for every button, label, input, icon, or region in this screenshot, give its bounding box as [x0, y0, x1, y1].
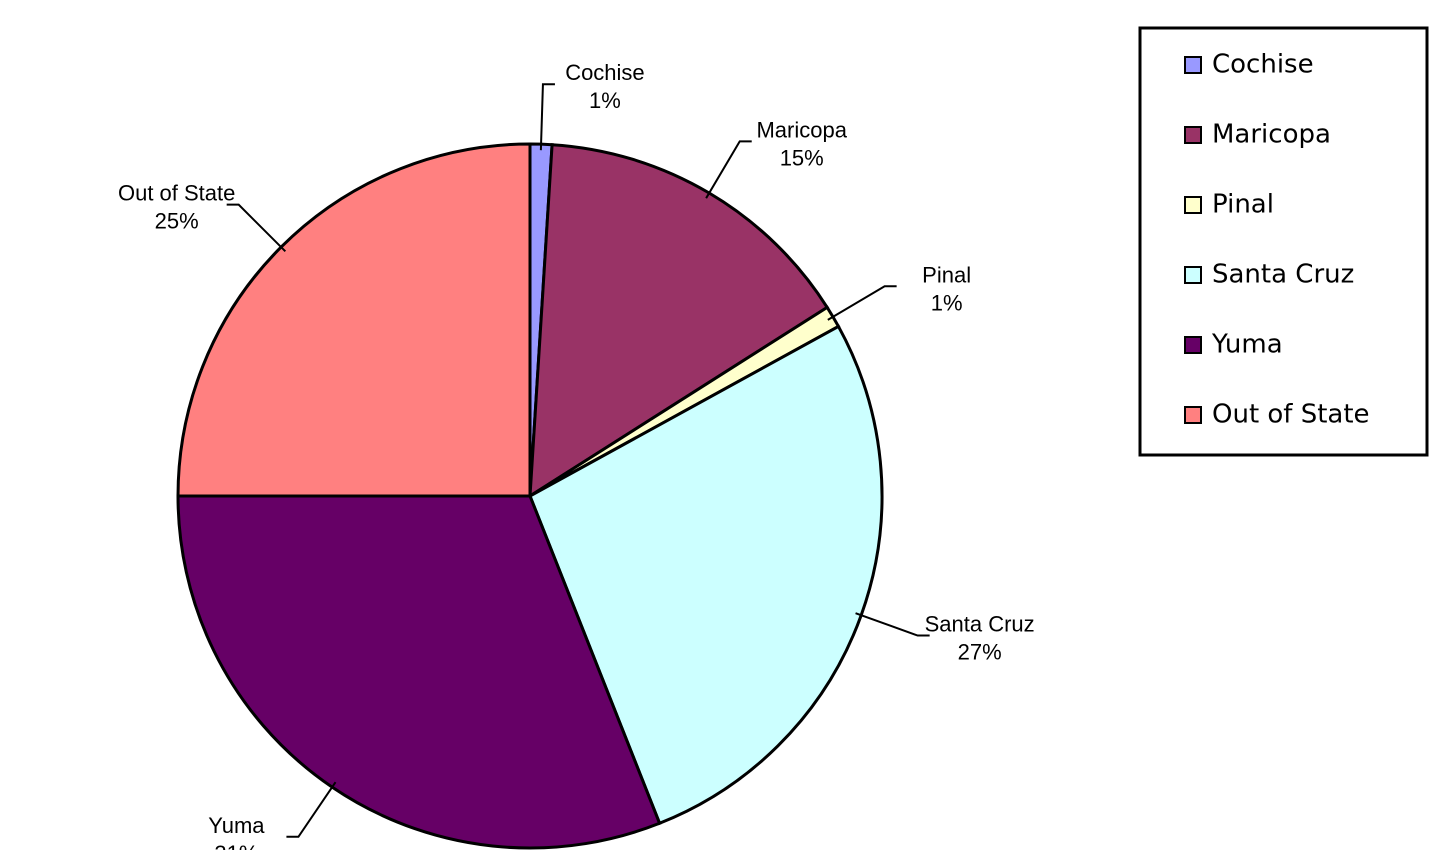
slice-label: Out of State	[118, 181, 235, 206]
slice-value-label: 1%	[589, 88, 621, 113]
legend-swatch	[1184, 266, 1202, 284]
slice-label: Santa Cruz	[925, 612, 1035, 637]
slice-value-label: 1%	[931, 290, 963, 315]
legend-swatch	[1184, 126, 1202, 144]
leader-line	[705, 140, 752, 199]
slice-label: Yuma	[208, 813, 265, 838]
slice-label: Maricopa	[756, 117, 847, 142]
leader-line	[855, 612, 930, 637]
legend-label: Pinal	[1212, 190, 1274, 220]
legend-label: Out of State	[1212, 400, 1370, 430]
slice-value-label: 27%	[958, 640, 1002, 665]
legend-swatch	[1184, 196, 1202, 214]
legend-label: Yuma	[1211, 330, 1283, 360]
legend-swatch	[1184, 56, 1202, 74]
legend-swatch	[1184, 336, 1202, 354]
legend-label: Cochise	[1212, 50, 1314, 80]
legend-box	[1138, 26, 1429, 457]
slice-value-label: 31%	[214, 841, 258, 850]
leader-line	[827, 285, 897, 321]
slice-value-label: 15%	[780, 145, 824, 170]
slice-label: Pinal	[922, 262, 971, 287]
leader-line	[286, 781, 337, 838]
slice-value-label: 25%	[155, 209, 199, 234]
legend: Cochise Maricopa Pinal Santa Cruz Yuma Out of…	[1138, 26, 1429, 457]
legend-label: Maricopa	[1212, 120, 1331, 150]
legend-swatch	[1184, 406, 1202, 424]
legend-label: Santa Cruz	[1212, 260, 1354, 290]
slice-label: Cochise	[565, 60, 644, 85]
leader-line	[226, 203, 287, 253]
leader-line	[539, 83, 555, 151]
